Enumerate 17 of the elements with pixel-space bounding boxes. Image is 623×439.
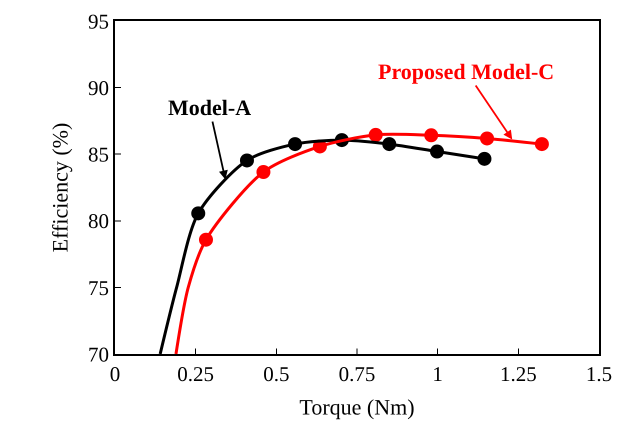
x-tick-label: 1.5 — [586, 362, 612, 386]
y-tick-label: 85 — [88, 142, 110, 167]
y-tick-label: 95 — [88, 9, 110, 34]
annotation: Model-A — [168, 95, 252, 120]
x-tick-label: 1.25 — [500, 362, 537, 386]
y-tick-label: 75 — [88, 276, 110, 300]
y-tick-label: 70 — [88, 342, 110, 366]
x-tick-label: 1 — [432, 362, 443, 386]
x-tick-label: 0.75 — [338, 362, 376, 386]
y-tick-label: 80 — [88, 209, 110, 234]
y-tick-label: 90 — [88, 76, 110, 100]
y-axis-title: Efficiency (%) — [47, 122, 72, 252]
x-tick-label: 0.5 — [263, 362, 290, 386]
x-axis-title: Torque (Nm) — [299, 394, 415, 420]
annotation: Proposed Model-C — [378, 59, 554, 84]
x-tick-label: 0.25 — [177, 362, 214, 386]
x-tick-label: 0 — [110, 362, 120, 386]
